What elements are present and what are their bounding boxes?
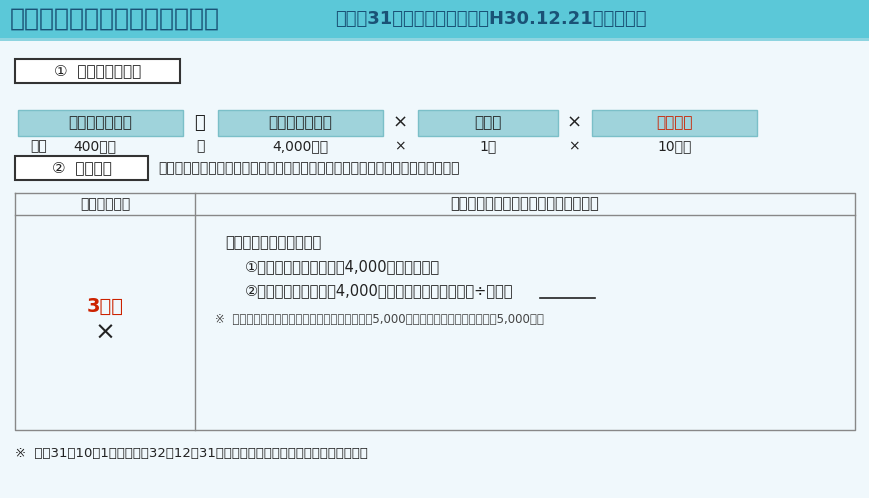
Text: ※  認定住宅の場合は、借入金年末残高の上限：5,000万円、建物購入価格の上限：5,000万円: ※ 認定住宅の場合は、借入金年末残高の上限：5,000万円、建物購入価格の上限：…	[215, 313, 543, 326]
Text: ＝: ＝	[196, 139, 204, 153]
Bar	[218, 110, 382, 136]
Bar	[15, 59, 180, 83]
Text: 例：: 例：	[30, 139, 47, 153]
Text: 400万円: 400万円	[73, 139, 116, 153]
Text: ①  現行制度の概要: ① 現行制度の概要	[54, 64, 141, 79]
Text: ×: ×	[566, 114, 580, 132]
Text: ×: ×	[95, 321, 116, 345]
Bar	[0, 38, 869, 41]
Bar	[0, 0, 869, 38]
Bar	[18, 110, 182, 136]
Text: ＝: ＝	[195, 114, 205, 132]
Text: 控除期間を延長し、その中で増税負担分の範囲で税額控除しようとするスキーム: 控除期間を延長し、その中で増税負担分の範囲で税額控除しようとするスキーム	[158, 161, 459, 175]
Text: 控除期間延長: 控除期間延長	[80, 197, 130, 211]
Text: ×: ×	[394, 139, 405, 153]
Text: ×: ×	[392, 114, 407, 132]
Text: 控除率: 控除率	[474, 116, 501, 130]
Text: 各年の控除限度額（一般住宅の場合）: 各年の控除限度額（一般住宅の場合）	[450, 197, 599, 212]
Bar	[417, 110, 557, 136]
Text: ①借入金年末残高（上限4,000万円）の１％: ①借入金年末残高（上限4,000万円）の１％	[245, 259, 440, 274]
Text: 4,000万円: 4,000万円	[272, 139, 328, 153]
Text: 3年間: 3年間	[86, 297, 123, 316]
Text: 10年間: 10年間	[657, 139, 692, 153]
Bar	[591, 110, 756, 136]
Text: ②  拡充内容: ② 拡充内容	[51, 160, 111, 175]
Text: 控除期間: 控除期間	[655, 116, 692, 130]
Text: ②建物購入価格（上限4,000万円）の２／３％（２％÷３年）: ②建物購入価格（上限4,000万円）の２／３％（２％÷３年）	[245, 283, 513, 298]
Text: 住宅ローン減税の拡充について: 住宅ローン減税の拡充について	[10, 7, 220, 31]
Text: （平成31年度税制改正大綱：H30.12.21閣議決定）: （平成31年度税制改正大綱：H30.12.21閣議決定）	[335, 10, 646, 28]
Text: 1％: 1％	[479, 139, 496, 153]
Text: 住宅ローン減税: 住宅ローン減税	[69, 116, 132, 130]
Text: 借入金年末残高: 借入金年末残高	[269, 116, 332, 130]
Text: 以下のいずれか小さい額: 以下のいずれか小さい額	[225, 236, 321, 250]
Bar	[15, 156, 148, 180]
Text: ※  平成31年10月1日から平成32年12月31日までの間に居住の用に供した場合に適用: ※ 平成31年10月1日から平成32年12月31日までの間に居住の用に供した場合…	[15, 447, 368, 460]
Text: ×: ×	[567, 139, 579, 153]
